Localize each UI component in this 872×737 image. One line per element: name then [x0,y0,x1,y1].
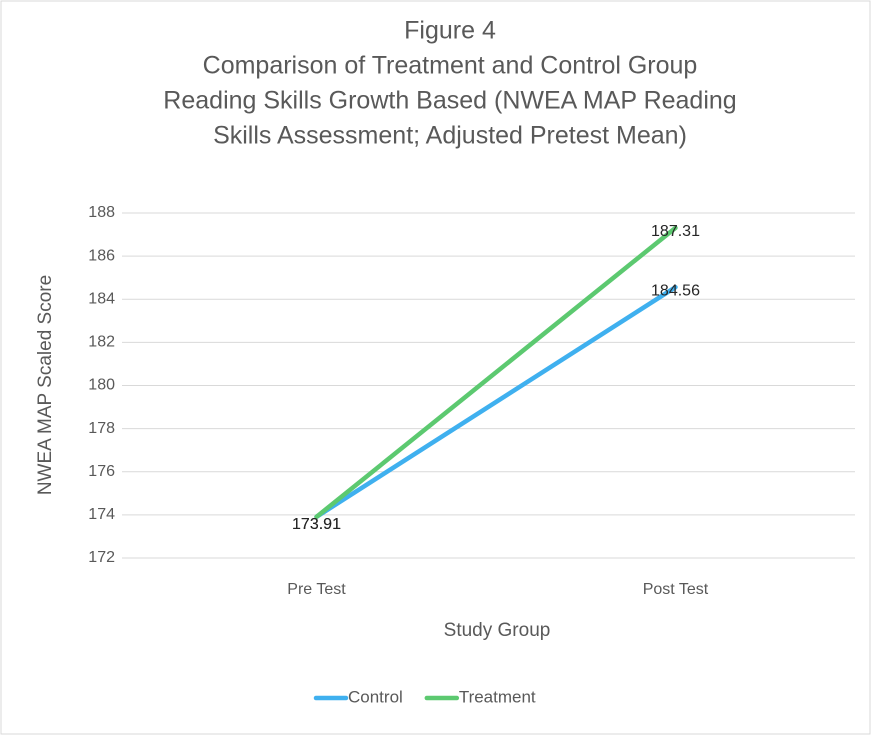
y-tick-label: 186 [88,247,115,264]
data-label: 173.91 [292,516,341,533]
x-tick-label: Pre Test [287,581,346,598]
line-series [314,284,678,520]
y-tick-label: 182 [88,334,115,351]
data-label: 187.31 [651,223,700,240]
x-tick-label: Post Test [643,581,709,598]
line-series [314,225,678,520]
y-tick-label: 180 [88,377,115,394]
x-axis-label: Study Group [444,620,551,641]
y-tick-label: 188 [88,204,115,221]
y-tick-label: 174 [88,506,115,523]
chart-title: Comparison of Treatment and Control Grou… [203,52,698,80]
legend-label: Control [348,687,403,706]
y-axis-label: NWEA MAP Scaled Score [35,275,56,495]
data-label: 184.56 [651,282,700,299]
y-tick-label: 178 [88,420,115,437]
y-tick-label: 172 [88,549,115,566]
chart-title: Skills Assessment; Adjusted Pretest Mean… [213,122,687,150]
data-label: 173.91 [292,516,341,533]
chart-title: Reading Skills Growth Based (NWEA MAP Re… [163,87,736,115]
chart-title: Figure 4 [404,17,496,45]
legend-label: Treatment [459,687,536,706]
y-tick-label: 184 [88,290,115,307]
y-tick-label: 176 [88,463,115,480]
